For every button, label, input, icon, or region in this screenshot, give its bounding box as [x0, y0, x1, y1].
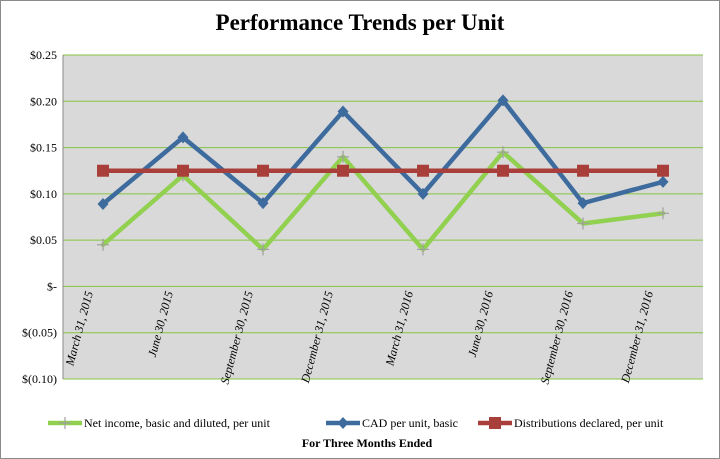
- y-tick-label: $0.10: [30, 187, 57, 201]
- series-line-1: [100, 149, 666, 252]
- data-point: [97, 198, 109, 211]
- legend-marker: [59, 417, 71, 429]
- data-point: [577, 197, 589, 210]
- data-point: [337, 105, 349, 118]
- data-point: [577, 217, 589, 230]
- chart-title: Performance Trends per Unit: [215, 10, 505, 35]
- data-point: [497, 94, 509, 107]
- y-tick-label: $-: [47, 279, 57, 293]
- data-point: [497, 164, 509, 177]
- data-point: [577, 164, 589, 177]
- data-point: [657, 207, 669, 220]
- y-tick-label: $(0.10): [22, 372, 57, 386]
- data-point: [417, 164, 429, 177]
- data-point: [257, 243, 269, 256]
- data-point: [417, 243, 429, 256]
- data-point: [417, 187, 429, 200]
- data-point: [177, 131, 189, 144]
- legend-marker: [489, 417, 501, 429]
- series-line-2: [100, 98, 666, 207]
- y-tick-label: $0.15: [30, 141, 57, 155]
- y-tick-label: $0.25: [30, 48, 57, 62]
- data-point: [657, 164, 669, 177]
- plot-area: [63, 55, 703, 379]
- y-tick-label: $(0.05): [22, 326, 57, 340]
- y-tick-label: $0.05: [30, 233, 57, 247]
- y-tick-label: $0.20: [30, 94, 57, 108]
- legend-label: Distributions declared, per unit: [514, 416, 664, 430]
- data-point: [97, 238, 109, 251]
- data-point: [337, 150, 349, 163]
- data-point: [497, 146, 509, 159]
- data-point: [657, 175, 669, 188]
- legend-marker: [337, 417, 349, 429]
- legend-label: Net income, basic and diluted, per unit: [84, 416, 271, 430]
- data-point: [337, 164, 349, 177]
- data-point: [97, 164, 109, 177]
- data-point: [257, 197, 269, 210]
- data-point: [257, 164, 269, 177]
- data-point: [177, 164, 189, 177]
- x-axis-title: For Three Months Ended: [302, 436, 433, 450]
- legend-label: CAD per unit, basic: [362, 416, 458, 430]
